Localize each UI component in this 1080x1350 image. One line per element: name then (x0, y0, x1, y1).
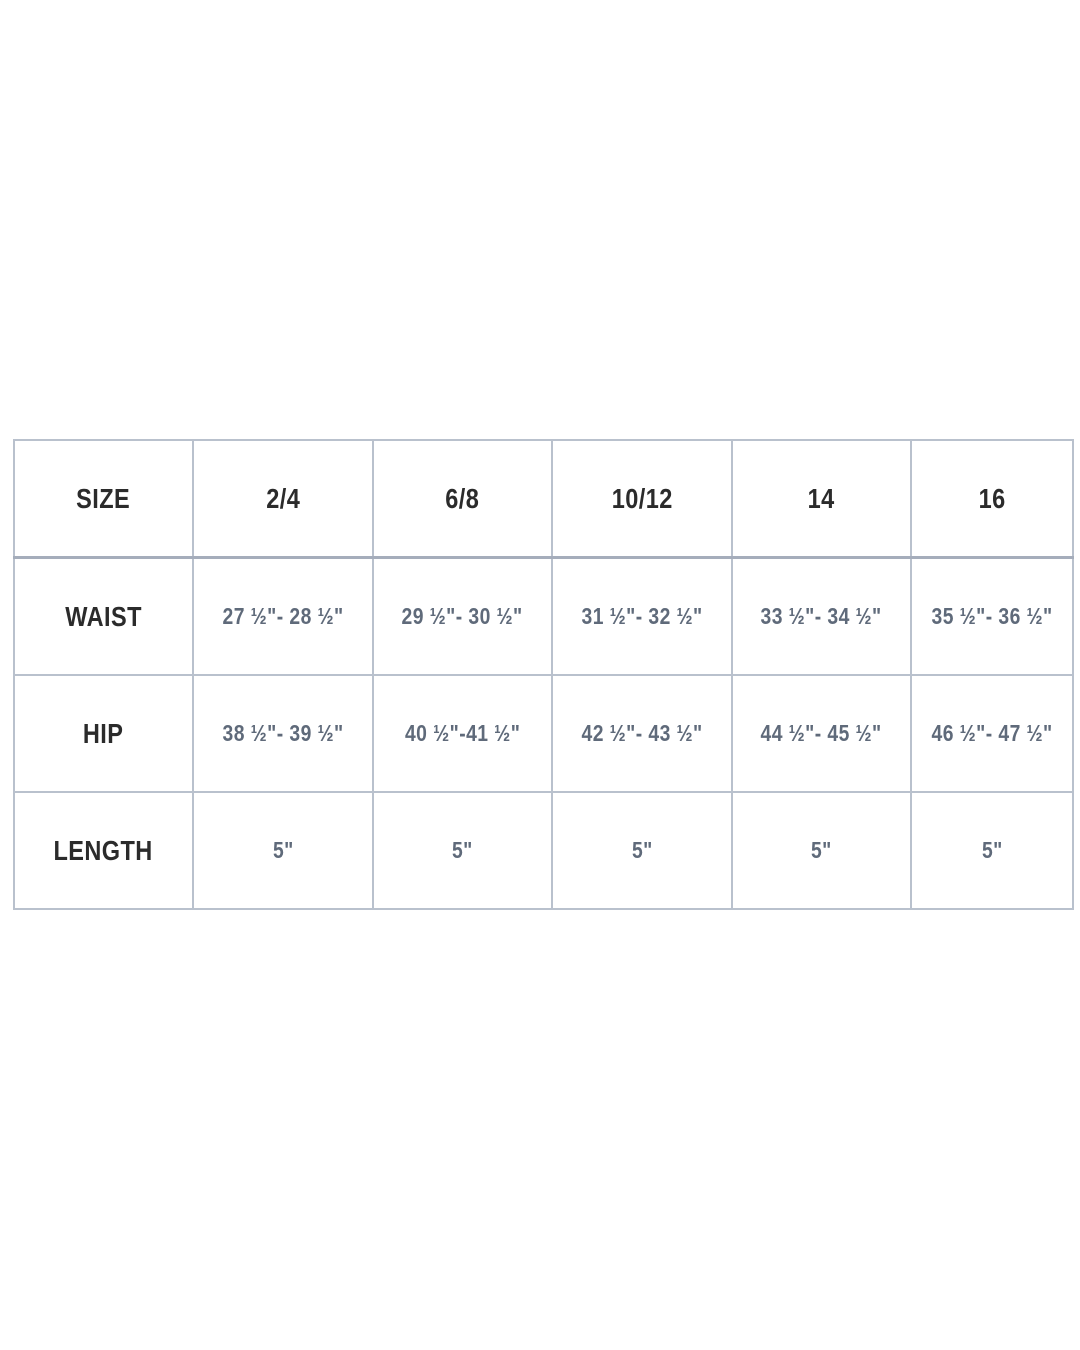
value-cell: 38 ½"- 39 ½" (192, 674, 374, 793)
value-cell: 33 ½"- 34 ½" (731, 556, 912, 676)
measurement-value: 5" (272, 837, 294, 863)
row-label-cell-length: LENGTH (13, 791, 194, 910)
measurement-value: 5" (631, 837, 653, 863)
header-cell-size: SIZE (13, 439, 194, 559)
header-label: 10/12 (611, 482, 673, 514)
value-cell: 5" (731, 791, 912, 910)
measurement-value: 5" (811, 837, 832, 863)
header-label: 16 (978, 482, 1006, 514)
header-label: SIZE (76, 482, 131, 514)
value-cell: 27 ½"- 28 ½" (192, 556, 374, 676)
value-cell: 35 ½"- 36 ½" (910, 556, 1074, 676)
table-row-waist: WAIST 27 ½"- 28 ½" 29 ½"- 30 ½" 31 ½"- 3… (13, 556, 1074, 676)
measurement-value: 40 ½"-41 ½" (404, 720, 521, 746)
row-label-cell-hip: HIP (13, 674, 194, 793)
value-cell: 5" (192, 791, 374, 910)
header-label: 6/8 (445, 482, 480, 514)
table-row-length: LENGTH 5" 5" 5" 5" 5" (13, 791, 1074, 910)
header-cell-2-4: 2/4 (192, 439, 374, 559)
measurement-value: 42 ½"- 43 ½" (581, 720, 703, 746)
row-label-cell-waist: WAIST (13, 556, 194, 676)
header-cell-14: 14 (731, 439, 912, 559)
measurement-value: 33 ½"- 34 ½" (760, 603, 883, 629)
row-label: HIP (83, 717, 124, 749)
value-cell: 5" (551, 791, 733, 910)
measurement-value: 46 ½"- 47 ½" (931, 720, 1053, 746)
measurement-value: 31 ½"- 32 ½" (581, 603, 703, 629)
row-label: LENGTH (53, 834, 154, 866)
size-chart-table: SIZE 2/4 6/8 10/12 14 16 (13, 439, 1074, 910)
header-label: 2/4 (266, 482, 300, 514)
measurement-value: 27 ½"- 28 ½" (222, 603, 344, 629)
header-row: SIZE 2/4 6/8 10/12 14 16 (13, 439, 1074, 559)
value-cell: 42 ½"- 43 ½" (551, 674, 733, 793)
size-chart-container: SIZE 2/4 6/8 10/12 14 16 (13, 439, 1074, 910)
measurement-value: 44 ½"- 45 ½" (760, 720, 883, 746)
row-label: WAIST (65, 600, 142, 632)
header-cell-10-12: 10/12 (551, 439, 733, 559)
header-cell-16: 16 (910, 439, 1074, 559)
value-cell: 31 ½"- 32 ½" (551, 556, 733, 676)
value-cell: 29 ½"- 30 ½" (372, 556, 553, 676)
measurement-value: 38 ½"- 39 ½" (222, 720, 344, 746)
table-row-hip: HIP 38 ½"- 39 ½" 40 ½"-41 ½" 42 ½"- 43 ½… (13, 674, 1074, 793)
measurement-value: 35 ½"- 36 ½" (931, 603, 1053, 629)
measurement-value: 5" (452, 837, 473, 863)
value-cell: 5" (910, 791, 1074, 910)
measurement-value: 29 ½"- 30 ½" (401, 603, 524, 629)
value-cell: 46 ½"- 47 ½" (910, 674, 1074, 793)
value-cell: 44 ½"- 45 ½" (731, 674, 912, 793)
measurement-value: 5" (981, 837, 1003, 863)
header-cell-6-8: 6/8 (372, 439, 553, 559)
value-cell: 40 ½"-41 ½" (372, 674, 553, 793)
header-label: 14 (807, 482, 836, 514)
value-cell: 5" (372, 791, 553, 910)
